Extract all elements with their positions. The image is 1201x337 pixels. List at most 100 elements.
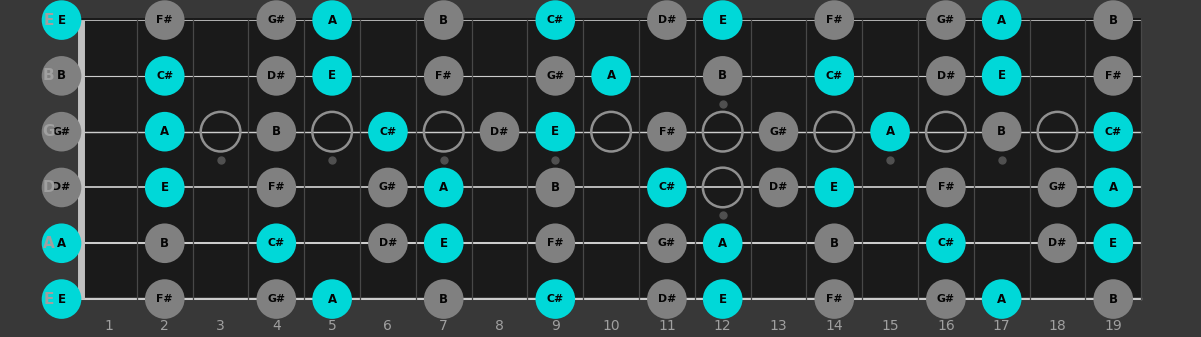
Text: C#: C# bbox=[546, 15, 563, 25]
Ellipse shape bbox=[926, 168, 966, 207]
Ellipse shape bbox=[369, 223, 407, 263]
Text: D#: D# bbox=[658, 15, 676, 25]
Text: B: B bbox=[43, 68, 54, 83]
Text: G#: G# bbox=[268, 15, 286, 25]
Ellipse shape bbox=[42, 0, 82, 40]
Text: E: E bbox=[1110, 237, 1117, 250]
Ellipse shape bbox=[536, 56, 575, 96]
Ellipse shape bbox=[42, 112, 82, 152]
Text: B: B bbox=[551, 181, 560, 194]
Text: C#: C# bbox=[1105, 127, 1122, 137]
Text: 17: 17 bbox=[993, 319, 1010, 333]
Text: 12: 12 bbox=[713, 319, 731, 333]
Text: B: B bbox=[997, 125, 1006, 138]
Ellipse shape bbox=[145, 0, 185, 40]
Text: G#: G# bbox=[1048, 182, 1066, 192]
Ellipse shape bbox=[536, 0, 575, 40]
Ellipse shape bbox=[1093, 56, 1133, 96]
Ellipse shape bbox=[145, 168, 185, 207]
Text: G#: G# bbox=[53, 127, 71, 137]
Text: B: B bbox=[440, 293, 448, 306]
Text: E: E bbox=[58, 13, 66, 27]
Text: G: G bbox=[42, 124, 55, 139]
Text: A: A bbox=[718, 237, 728, 250]
Ellipse shape bbox=[1038, 223, 1077, 263]
Ellipse shape bbox=[145, 223, 185, 263]
Ellipse shape bbox=[926, 0, 966, 40]
Ellipse shape bbox=[257, 0, 297, 40]
Text: D#: D# bbox=[267, 71, 286, 81]
Ellipse shape bbox=[814, 0, 854, 40]
Text: F#: F# bbox=[658, 127, 675, 137]
Ellipse shape bbox=[1093, 223, 1133, 263]
Text: A: A bbox=[328, 13, 336, 27]
Ellipse shape bbox=[42, 223, 82, 263]
Ellipse shape bbox=[145, 279, 185, 319]
Text: A: A bbox=[1109, 181, 1118, 194]
Text: 2: 2 bbox=[161, 319, 169, 333]
Text: G#: G# bbox=[937, 294, 955, 304]
Text: B: B bbox=[56, 69, 66, 82]
FancyBboxPatch shape bbox=[36, 0, 1165, 337]
Ellipse shape bbox=[982, 0, 1022, 40]
Text: C#: C# bbox=[546, 294, 563, 304]
Text: F#: F# bbox=[548, 238, 563, 248]
Text: F#: F# bbox=[826, 15, 843, 25]
Text: A: A bbox=[43, 236, 54, 251]
Text: 3: 3 bbox=[216, 319, 225, 333]
Ellipse shape bbox=[424, 223, 464, 263]
Ellipse shape bbox=[257, 112, 297, 152]
Text: G#: G# bbox=[546, 71, 564, 81]
Ellipse shape bbox=[312, 0, 352, 40]
Text: 13: 13 bbox=[770, 319, 788, 333]
Ellipse shape bbox=[42, 56, 82, 96]
Text: B: B bbox=[440, 13, 448, 27]
Text: F#: F# bbox=[826, 294, 843, 304]
Text: 8: 8 bbox=[495, 319, 504, 333]
Ellipse shape bbox=[257, 223, 297, 263]
Text: E: E bbox=[43, 12, 54, 28]
Text: F#: F# bbox=[268, 182, 285, 192]
Ellipse shape bbox=[871, 112, 910, 152]
Text: E: E bbox=[718, 293, 727, 306]
Text: F#: F# bbox=[1105, 71, 1122, 81]
Text: 4: 4 bbox=[271, 319, 281, 333]
Text: 10: 10 bbox=[602, 319, 620, 333]
Text: A: A bbox=[56, 237, 66, 250]
Ellipse shape bbox=[703, 0, 742, 40]
Text: B: B bbox=[718, 69, 727, 82]
Ellipse shape bbox=[647, 112, 687, 152]
Ellipse shape bbox=[759, 168, 799, 207]
Ellipse shape bbox=[369, 112, 407, 152]
Text: B: B bbox=[830, 237, 838, 250]
Ellipse shape bbox=[536, 168, 575, 207]
Ellipse shape bbox=[982, 279, 1022, 319]
Text: G#: G# bbox=[268, 294, 286, 304]
Text: A: A bbox=[997, 13, 1006, 27]
Text: F#: F# bbox=[156, 15, 173, 25]
Text: F#: F# bbox=[436, 71, 452, 81]
Ellipse shape bbox=[814, 279, 854, 319]
Text: 15: 15 bbox=[882, 319, 898, 333]
Ellipse shape bbox=[814, 223, 854, 263]
Text: 14: 14 bbox=[825, 319, 843, 333]
Text: E: E bbox=[58, 293, 66, 306]
Text: C#: C# bbox=[937, 238, 955, 248]
Text: D#: D# bbox=[658, 294, 676, 304]
Ellipse shape bbox=[536, 279, 575, 319]
Ellipse shape bbox=[759, 112, 799, 152]
Text: B: B bbox=[160, 237, 169, 250]
Text: 9: 9 bbox=[551, 319, 560, 333]
Text: D#: D# bbox=[1048, 238, 1066, 248]
Text: E: E bbox=[440, 237, 448, 250]
Text: A: A bbox=[607, 69, 616, 82]
Ellipse shape bbox=[536, 112, 575, 152]
Ellipse shape bbox=[1038, 168, 1077, 207]
Ellipse shape bbox=[926, 279, 966, 319]
FancyBboxPatch shape bbox=[80, 18, 1141, 301]
Ellipse shape bbox=[312, 279, 352, 319]
Text: G#: G# bbox=[770, 127, 788, 137]
Ellipse shape bbox=[647, 0, 687, 40]
Text: 19: 19 bbox=[1105, 319, 1122, 333]
Text: C#: C# bbox=[380, 127, 396, 137]
